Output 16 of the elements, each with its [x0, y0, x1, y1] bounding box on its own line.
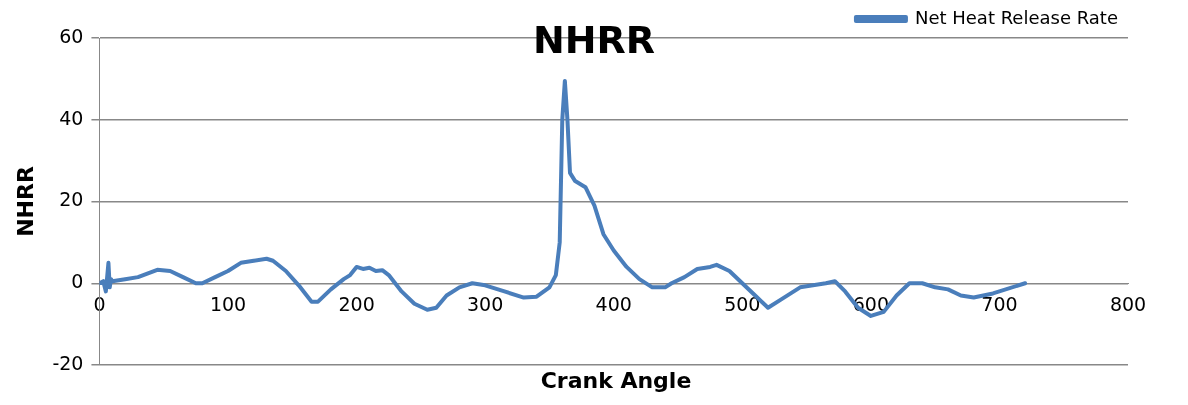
x-tick-label: 800: [1109, 292, 1147, 315]
x-tick-label: 300: [467, 292, 504, 315]
x-tick-label: 100: [209, 292, 247, 315]
y-tick-label: 40: [59, 106, 84, 129]
y-tick-label: 60: [59, 24, 84, 47]
x-tick-label: 400: [595, 292, 632, 315]
x-tick-label: 700: [981, 292, 1018, 315]
x-axis-title: Crank Angle: [539, 368, 693, 393]
y-tick-label: -20: [52, 351, 84, 374]
y-axis-title: NHRR: [12, 166, 38, 237]
y-tick-label: 0: [71, 270, 84, 293]
y-tick-label: 20: [59, 188, 84, 211]
x-tick-label: 500: [724, 292, 761, 315]
legend-label: Net Heat Release Rate: [914, 6, 1118, 28]
x-tick-label: 200: [338, 292, 375, 315]
chart-title: NHRR: [532, 18, 656, 62]
